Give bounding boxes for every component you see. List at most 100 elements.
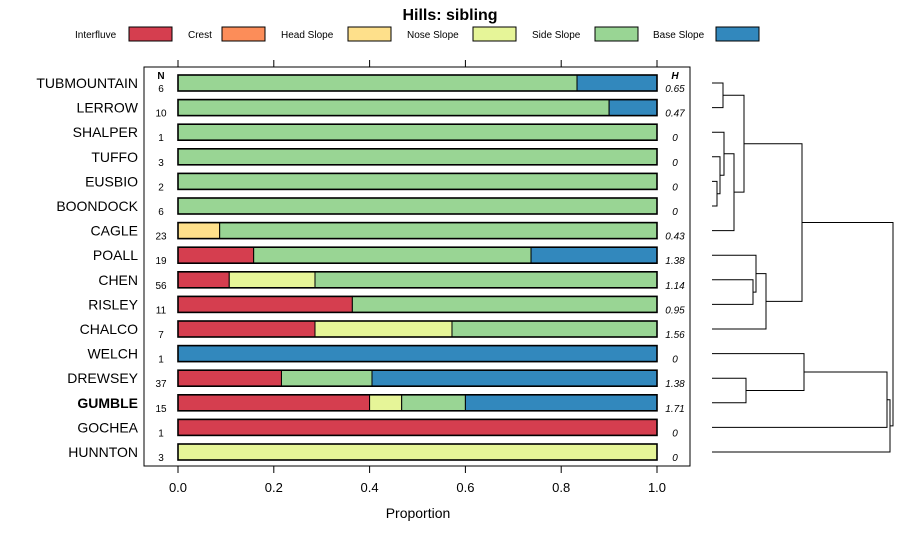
dendrogram-link — [712, 273, 767, 330]
row-label: WELCH — [87, 346, 138, 362]
row-h: 0 — [672, 453, 678, 464]
row-n: 6 — [158, 207, 164, 218]
bar-segment — [177, 222, 221, 240]
row-label: RISLEY — [88, 296, 138, 312]
row-n: 15 — [155, 404, 167, 415]
row-h: 0.65 — [665, 84, 685, 95]
dendrogram-link — [712, 131, 725, 176]
dendrogram-link — [712, 153, 735, 232]
row-label: LERROW — [77, 100, 139, 116]
row-n: 23 — [155, 232, 167, 243]
row-h: 0.47 — [665, 109, 685, 120]
bar-outline — [177, 172, 658, 191]
row-h: 1.14 — [665, 281, 685, 292]
bar-segment — [177, 197, 658, 215]
row-n: 1 — [158, 428, 164, 439]
row-label: CHEN — [98, 272, 138, 288]
legend-label: Side Slope — [532, 30, 581, 41]
bar-segment — [464, 394, 658, 412]
legend: Interfluve Crest Head Slope Nose Slope Side … — [75, 26, 760, 42]
dendrogram-link — [712, 254, 757, 293]
row-n: 37 — [155, 379, 167, 390]
dendrogram-link — [712, 399, 891, 453]
bar-segment — [314, 320, 453, 338]
bar-segment — [177, 148, 658, 166]
legend-swatch — [128, 26, 173, 42]
legend-swatch — [347, 26, 392, 42]
dendrogram-link — [712, 180, 718, 207]
dendrogram-link — [712, 371, 888, 428]
bar-outline — [177, 123, 658, 141]
row-h: 0 — [672, 182, 678, 193]
legend-swatch — [594, 26, 639, 42]
bar-segment — [177, 369, 282, 387]
x-tick-label: 0.4 — [361, 480, 379, 495]
row-h: 1.38 — [665, 256, 685, 267]
bar-outline — [177, 270, 658, 289]
x-tick-label: 0.6 — [456, 480, 474, 495]
bar-outline — [177, 221, 658, 240]
row-h: 1.71 — [665, 404, 684, 415]
bar-segment — [177, 246, 255, 264]
bar-outline — [177, 246, 658, 264]
h-header: H — [671, 71, 679, 82]
row-n: 19 — [155, 256, 167, 267]
legend-swatch — [221, 26, 266, 42]
row-n: 10 — [155, 109, 167, 120]
bar-segment — [253, 246, 532, 264]
row-n: 2 — [158, 182, 164, 193]
row-label: POALL — [93, 247, 138, 263]
bar-segment — [608, 99, 658, 117]
row-h: 0 — [672, 207, 678, 218]
dendrogram-link — [712, 82, 724, 109]
x-tick-label: 0.2 — [265, 480, 283, 495]
row-h: 1.38 — [665, 379, 685, 390]
bar-segment — [314, 271, 658, 289]
dendrogram-link — [712, 279, 754, 305]
dendrogram-link — [712, 377, 747, 404]
row-n: 56 — [155, 281, 167, 292]
bar-outline — [177, 393, 658, 412]
bar-segment — [177, 295, 353, 313]
row-label: EUSBIO — [85, 173, 138, 189]
bar-segment — [177, 99, 610, 117]
bar-outline — [177, 443, 658, 461]
dendrogram-link — [712, 353, 805, 391]
row-n: 6 — [158, 84, 164, 95]
chart-title: Hills: sibling — [402, 7, 497, 24]
x-tick-label: 0.8 — [552, 480, 570, 495]
row-h: 0 — [672, 428, 678, 439]
legend-label: Crest — [188, 30, 212, 41]
plot-frame — [143, 66, 691, 467]
bar-outline — [177, 295, 658, 314]
row-h: 0.95 — [665, 305, 685, 316]
dendrogram-link — [744, 143, 803, 302]
bar-outline — [177, 74, 658, 92]
bar-segment — [177, 418, 658, 436]
bar-segment — [177, 172, 658, 190]
bar-outline — [177, 320, 658, 338]
bar-segment — [177, 123, 658, 141]
bar-segment — [351, 295, 658, 313]
dendrogram-link — [802, 222, 894, 427]
dendrogram — [712, 82, 894, 453]
row-label: DREWSEY — [67, 370, 138, 386]
row-h: 0 — [672, 355, 678, 366]
legend-swatch — [715, 26, 760, 42]
bar-segment — [451, 320, 658, 338]
x-tick-label: 1.0 — [648, 480, 666, 495]
bar-segment — [401, 394, 466, 412]
x-axis: 0.0 0.2 0.4 0.6 0.8 1.0 — [169, 60, 666, 495]
row-n: 3 — [158, 453, 164, 464]
bar-outline — [177, 418, 658, 437]
n-header: N — [157, 71, 164, 82]
row-n: 11 — [156, 305, 167, 316]
row-h: 1.56 — [665, 330, 685, 341]
bar-segment — [177, 74, 578, 92]
row-n: 3 — [158, 158, 164, 169]
x-axis-title: Proportion — [386, 505, 451, 521]
row-h: 0 — [672, 133, 678, 144]
legend-label: Interfluve — [75, 30, 117, 41]
bar-segment — [369, 394, 403, 412]
